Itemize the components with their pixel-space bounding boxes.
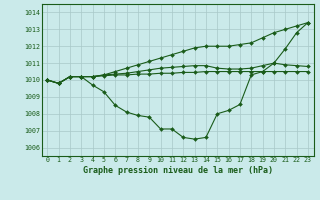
X-axis label: Graphe pression niveau de la mer (hPa): Graphe pression niveau de la mer (hPa) [83, 166, 273, 175]
